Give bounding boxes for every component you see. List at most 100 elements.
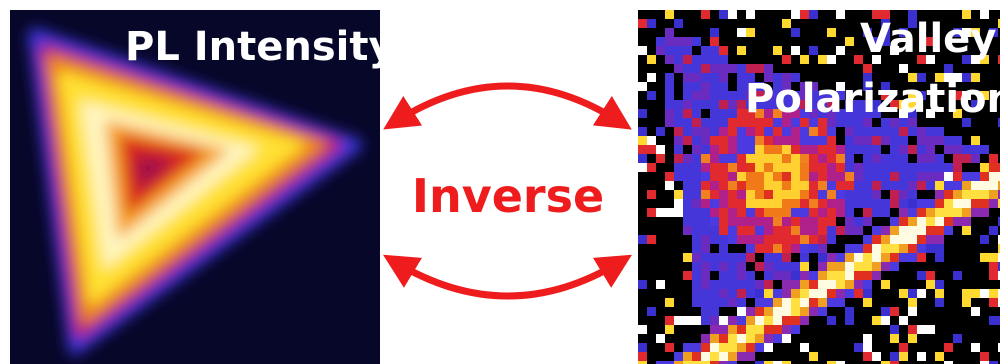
pixel [764, 271, 773, 280]
pixel [719, 262, 728, 271]
pixel [638, 127, 647, 136]
pixel [881, 154, 890, 163]
pixel [764, 208, 773, 217]
pixel [746, 64, 755, 73]
pixel [710, 55, 719, 64]
pixel [908, 208, 917, 217]
pixel [971, 208, 980, 217]
pixel [719, 280, 728, 289]
pixel [755, 280, 764, 289]
pixel [728, 217, 737, 226]
pixel [692, 145, 701, 154]
pixel [872, 136, 881, 145]
pixel [719, 226, 728, 235]
pixel [791, 163, 800, 172]
pixel [917, 235, 926, 244]
pixel [710, 91, 719, 100]
pixel [665, 109, 674, 118]
pixel [935, 190, 944, 199]
pixel [683, 55, 692, 64]
pixel [863, 244, 872, 253]
pixel [755, 136, 764, 145]
pixel [800, 289, 809, 298]
pixel [683, 136, 692, 145]
pixel [764, 163, 773, 172]
pixel [692, 136, 701, 145]
pixel [692, 352, 701, 361]
pixel [917, 154, 926, 163]
pixel [962, 199, 971, 208]
pixel [935, 298, 944, 307]
pixel [944, 208, 953, 217]
pixel [656, 55, 665, 64]
pixel [899, 136, 908, 145]
pixel [881, 181, 890, 190]
pixel [656, 154, 665, 163]
pixel [674, 64, 683, 73]
pixel [764, 334, 773, 343]
pixel [953, 208, 962, 217]
pixel [791, 262, 800, 271]
pixel [818, 181, 827, 190]
pixel [683, 109, 692, 118]
pixel [692, 235, 701, 244]
pixel [935, 289, 944, 298]
pixel [764, 64, 773, 73]
pixel [710, 262, 719, 271]
pixel [800, 316, 809, 325]
pixel [800, 217, 809, 226]
pixel [818, 289, 827, 298]
pixel [647, 136, 656, 145]
pixel [989, 172, 998, 181]
pixel [746, 352, 755, 361]
pixel [746, 10, 755, 19]
pixel [845, 316, 854, 325]
pixel [818, 235, 827, 244]
pixel [773, 136, 782, 145]
pixel [944, 172, 953, 181]
pixel [710, 181, 719, 190]
pixel [872, 316, 881, 325]
pixel [674, 145, 683, 154]
pixel [908, 127, 917, 136]
pixel [917, 244, 926, 253]
pixel [755, 343, 764, 352]
pixel [701, 190, 710, 199]
pixel [926, 154, 935, 163]
pixel [746, 271, 755, 280]
pixel [890, 136, 899, 145]
pixel [674, 100, 683, 109]
pixel [845, 244, 854, 253]
pixel [656, 127, 665, 136]
pixel [737, 343, 746, 352]
pixel [719, 172, 728, 181]
pixel [728, 100, 737, 109]
pixel [800, 271, 809, 280]
pixel [710, 289, 719, 298]
pixel [773, 226, 782, 235]
pixel [872, 199, 881, 208]
pixel [656, 28, 665, 37]
pixel [728, 172, 737, 181]
pixel [782, 262, 791, 271]
pixel [791, 298, 800, 307]
pixel [746, 253, 755, 262]
pixel [710, 352, 719, 361]
pixel [764, 298, 773, 307]
pixel [755, 325, 764, 334]
pixel [638, 163, 647, 172]
pixel [692, 199, 701, 208]
pixel [782, 163, 791, 172]
pixel [962, 226, 971, 235]
pixel [863, 154, 872, 163]
pixel [854, 172, 863, 181]
pixel [908, 145, 917, 154]
pixel [908, 136, 917, 145]
pixel [674, 199, 683, 208]
pixel [962, 298, 971, 307]
pixel [809, 253, 818, 262]
pixel [827, 172, 836, 181]
pixel [926, 226, 935, 235]
pixel [764, 145, 773, 154]
pixel [719, 217, 728, 226]
